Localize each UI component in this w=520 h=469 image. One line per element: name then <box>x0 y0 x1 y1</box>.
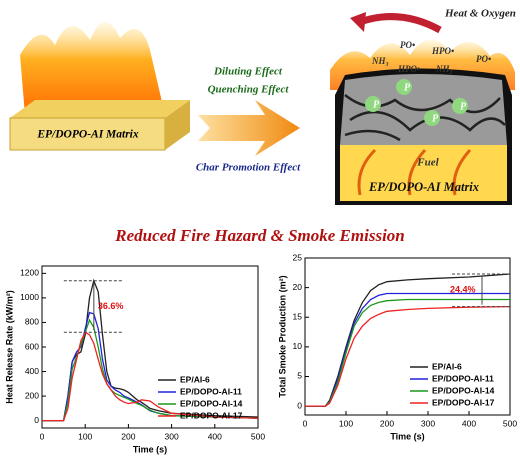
series-line <box>42 331 259 422</box>
heat-arrow <box>358 13 442 34</box>
p-atom <box>365 96 381 112</box>
y-axis-label: Total Smoke Production (m²) <box>277 275 287 397</box>
legend-label: EP/DOPO-AI-14 <box>180 398 243 408</box>
p-label: P <box>432 113 439 124</box>
x-tick-label: 0 <box>303 418 308 428</box>
y-tick-label: 25 <box>293 252 303 262</box>
legend-label: EP/DOPO-AI-11 <box>432 373 494 383</box>
x-tick-label: 0 <box>40 431 45 441</box>
legend-label: EP/DOPO-AI-14 <box>432 385 495 395</box>
annotation-label: 24.4% <box>450 285 476 295</box>
effect-label: Diluting Effect <box>213 66 283 78</box>
y-tick-label: 200 <box>25 390 39 400</box>
right-container <box>330 12 515 205</box>
x-tick-label: 100 <box>339 418 353 428</box>
p-label: P <box>460 101 467 112</box>
radical: PO• <box>476 54 491 64</box>
legend-label: EP/AI-6 <box>180 374 210 384</box>
radical: NH₃ <box>371 56 389 66</box>
effect-label: Quenching Effect <box>208 84 290 96</box>
slab-side <box>165 100 190 150</box>
effect-arrow <box>198 100 300 156</box>
fuel-label: Fuel <box>416 157 439 169</box>
y-tick-label: 400 <box>25 366 39 376</box>
p-atom <box>396 79 412 95</box>
x-tick-label: 300 <box>165 431 179 441</box>
legend-label: EP/DOPO-AI-17 <box>432 397 495 407</box>
p-atom <box>452 98 468 114</box>
headline: Reduced Fire Hazard & Smoke Emission <box>114 226 405 245</box>
y-tick-label: 0 <box>297 400 302 410</box>
radical: HPO• <box>431 46 454 56</box>
legend-label: EP/AI-6 <box>432 361 462 371</box>
x-tick-label: 100 <box>78 431 92 441</box>
x-tick-label: 400 <box>208 431 222 441</box>
radical: PO• <box>400 40 415 50</box>
y-tick-label: 20 <box>293 282 303 292</box>
annotation-label: 36.6% <box>98 301 124 311</box>
y-tick-label: 5 <box>297 371 302 381</box>
effect-label: Char Promotion Effect <box>196 162 301 174</box>
y-tick-label: 1200 <box>20 268 39 278</box>
y-tick-label: 10 <box>293 341 303 351</box>
legend-label: EP/DOPO-AI-17 <box>180 410 243 420</box>
x-tick-label: 500 <box>251 431 265 441</box>
radical: HPO• <box>397 64 420 74</box>
matrix-layer <box>340 145 507 201</box>
left-slab <box>9 21 190 151</box>
right-matrix-label: EP/DOPO-AI Matrix <box>368 180 479 194</box>
p-label: P <box>404 82 411 93</box>
plot-frame <box>304 257 511 416</box>
x-tick-label: 200 <box>380 418 394 428</box>
x-tick-label: 300 <box>421 418 435 428</box>
heat-arrowhead <box>350 12 366 32</box>
fire <box>20 21 165 116</box>
x-axis-label: Time (s) <box>133 444 167 454</box>
p-label: P <box>373 99 380 110</box>
slab-top <box>10 100 190 118</box>
fuel-arrows <box>357 148 472 196</box>
p-atom <box>424 110 440 126</box>
x-tick-label: 400 <box>462 418 476 428</box>
x-tick-label: 200 <box>121 431 135 441</box>
y-tick-label: 15 <box>293 311 303 321</box>
left-matrix-label: EP/DOPO-AI Matrix <box>36 129 139 141</box>
series-line <box>305 305 511 407</box>
x-axis-label: Time (s) <box>390 431 424 441</box>
series-line <box>42 278 259 422</box>
radical: NH₃ <box>435 64 453 74</box>
y-tick-label: 800 <box>25 317 39 327</box>
y-tick-label: 1000 <box>20 292 39 302</box>
heat-oxygen-label: Heat & Oxygen <box>444 8 516 20</box>
y-tick-label: 600 <box>25 341 39 351</box>
x-tick-label: 500 <box>503 418 517 428</box>
legend-label: EP/DOPO-AI-11 <box>180 386 242 396</box>
y-tick-label: 0 <box>34 415 39 425</box>
y-axis-label: Heat Release Rate (kW/m²) <box>4 290 14 404</box>
